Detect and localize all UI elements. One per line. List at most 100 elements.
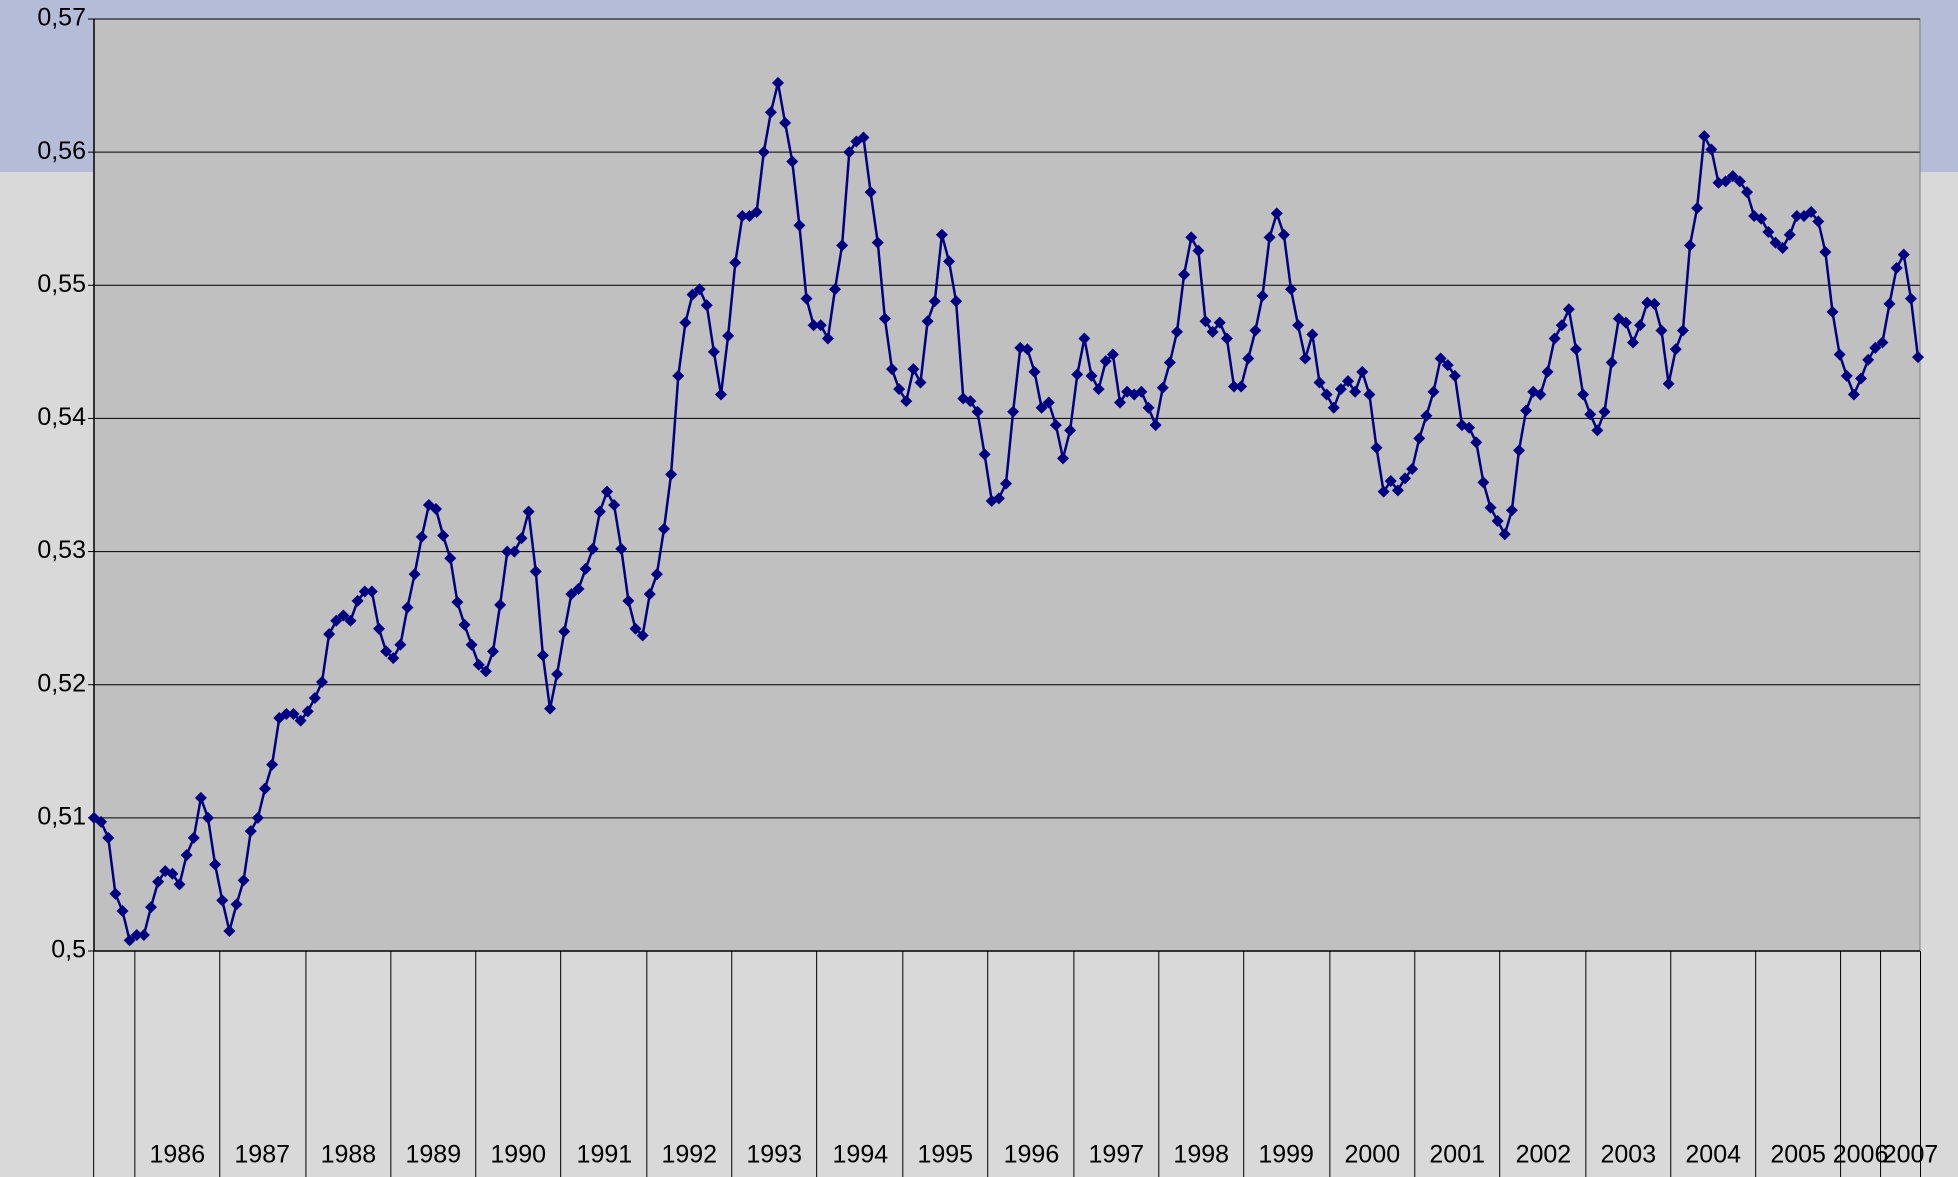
data-point [458, 618, 471, 631]
data-point [757, 146, 770, 159]
y-tick-label: 0,57 [37, 4, 86, 32]
data-point [779, 116, 792, 129]
data-point [437, 529, 450, 542]
data-point [629, 622, 642, 635]
data-point [1570, 343, 1582, 356]
data-point [316, 676, 328, 689]
data-point [1114, 396, 1126, 409]
data-point [1463, 421, 1476, 434]
data-point [130, 929, 143, 942]
data-point [1135, 385, 1148, 398]
data-point [373, 622, 385, 635]
data-point [1420, 409, 1433, 422]
x-group-label: 1987 [234, 1141, 290, 1169]
data-point [294, 714, 307, 727]
x-group-label: 1994 [833, 1141, 889, 1169]
y-tick-label: 0,51 [37, 802, 86, 830]
data-point [479, 665, 492, 678]
data-point [829, 283, 841, 296]
data-point [715, 388, 727, 401]
data-point [1256, 289, 1269, 302]
data-point [764, 106, 777, 119]
data-point [1904, 292, 1917, 305]
data-point [601, 485, 613, 498]
data-point [237, 874, 250, 887]
data-point [387, 652, 400, 665]
data-point [536, 649, 549, 662]
data-point [786, 155, 799, 168]
data-point [1577, 388, 1590, 401]
data-point [1541, 365, 1554, 378]
data-point [914, 376, 927, 389]
data-point [686, 288, 699, 301]
y-tick-label: 0,53 [37, 536, 86, 564]
data-point [522, 505, 535, 518]
data-point [1776, 242, 1789, 255]
data-point [251, 811, 264, 824]
data-point [145, 901, 157, 914]
data-point [1320, 388, 1333, 401]
data-point [415, 530, 428, 543]
data-point [814, 319, 827, 332]
data-point [800, 292, 813, 305]
data-point [1285, 283, 1297, 296]
data-point [259, 782, 271, 795]
x-group-label: 1996 [1004, 1141, 1060, 1169]
data-point [1890, 261, 1903, 274]
x-group-label: 1997 [1089, 1141, 1145, 1169]
data-point [1855, 372, 1867, 385]
data-point [1833, 348, 1846, 361]
data-point [1185, 231, 1198, 244]
data-point [1263, 231, 1276, 244]
data-point [1306, 328, 1319, 341]
x-group-label: 1993 [746, 1141, 802, 1169]
data-point [337, 609, 350, 622]
data-point [102, 831, 115, 844]
data-point [209, 858, 222, 871]
data-point [401, 601, 414, 614]
data-point [1762, 226, 1775, 239]
data-point [1235, 380, 1248, 393]
y-tick-label: 0,56 [37, 137, 86, 165]
data-point [1399, 472, 1411, 485]
data-point [1484, 501, 1497, 514]
data-point [1427, 385, 1440, 398]
data-point [971, 405, 984, 418]
data-point [1634, 319, 1647, 332]
data-point [280, 708, 293, 721]
data-point [301, 705, 314, 718]
data-point [565, 588, 578, 601]
data-point [1213, 316, 1226, 329]
data-point [1277, 228, 1290, 241]
x-group-label: 1990 [490, 1141, 546, 1169]
data-point [665, 468, 678, 481]
data-point [1862, 353, 1875, 366]
data-point [202, 811, 214, 824]
data-point [1648, 297, 1661, 310]
y-tick-label: 0,54 [37, 403, 86, 431]
data-point [430, 502, 442, 515]
data-point [1384, 475, 1397, 488]
data-point [650, 568, 663, 581]
data-point [1812, 215, 1825, 228]
data-point [1684, 239, 1696, 252]
data-point [1156, 381, 1169, 394]
data-point [928, 295, 941, 308]
data-point [287, 708, 300, 721]
data-point [1064, 424, 1077, 437]
data-point [964, 395, 977, 408]
data-point [1327, 401, 1340, 414]
x-group-label: 2007 [1883, 1141, 1939, 1169]
data-point [1171, 325, 1183, 338]
data-point [1270, 207, 1283, 220]
data-point [451, 596, 464, 609]
data-point [772, 76, 784, 89]
data-point [1655, 324, 1668, 337]
data-point [729, 256, 742, 269]
data-point [1085, 369, 1098, 382]
data-point [1705, 143, 1718, 156]
data-point [1605, 356, 1618, 369]
data-point [266, 758, 279, 771]
data-point [1092, 383, 1105, 396]
